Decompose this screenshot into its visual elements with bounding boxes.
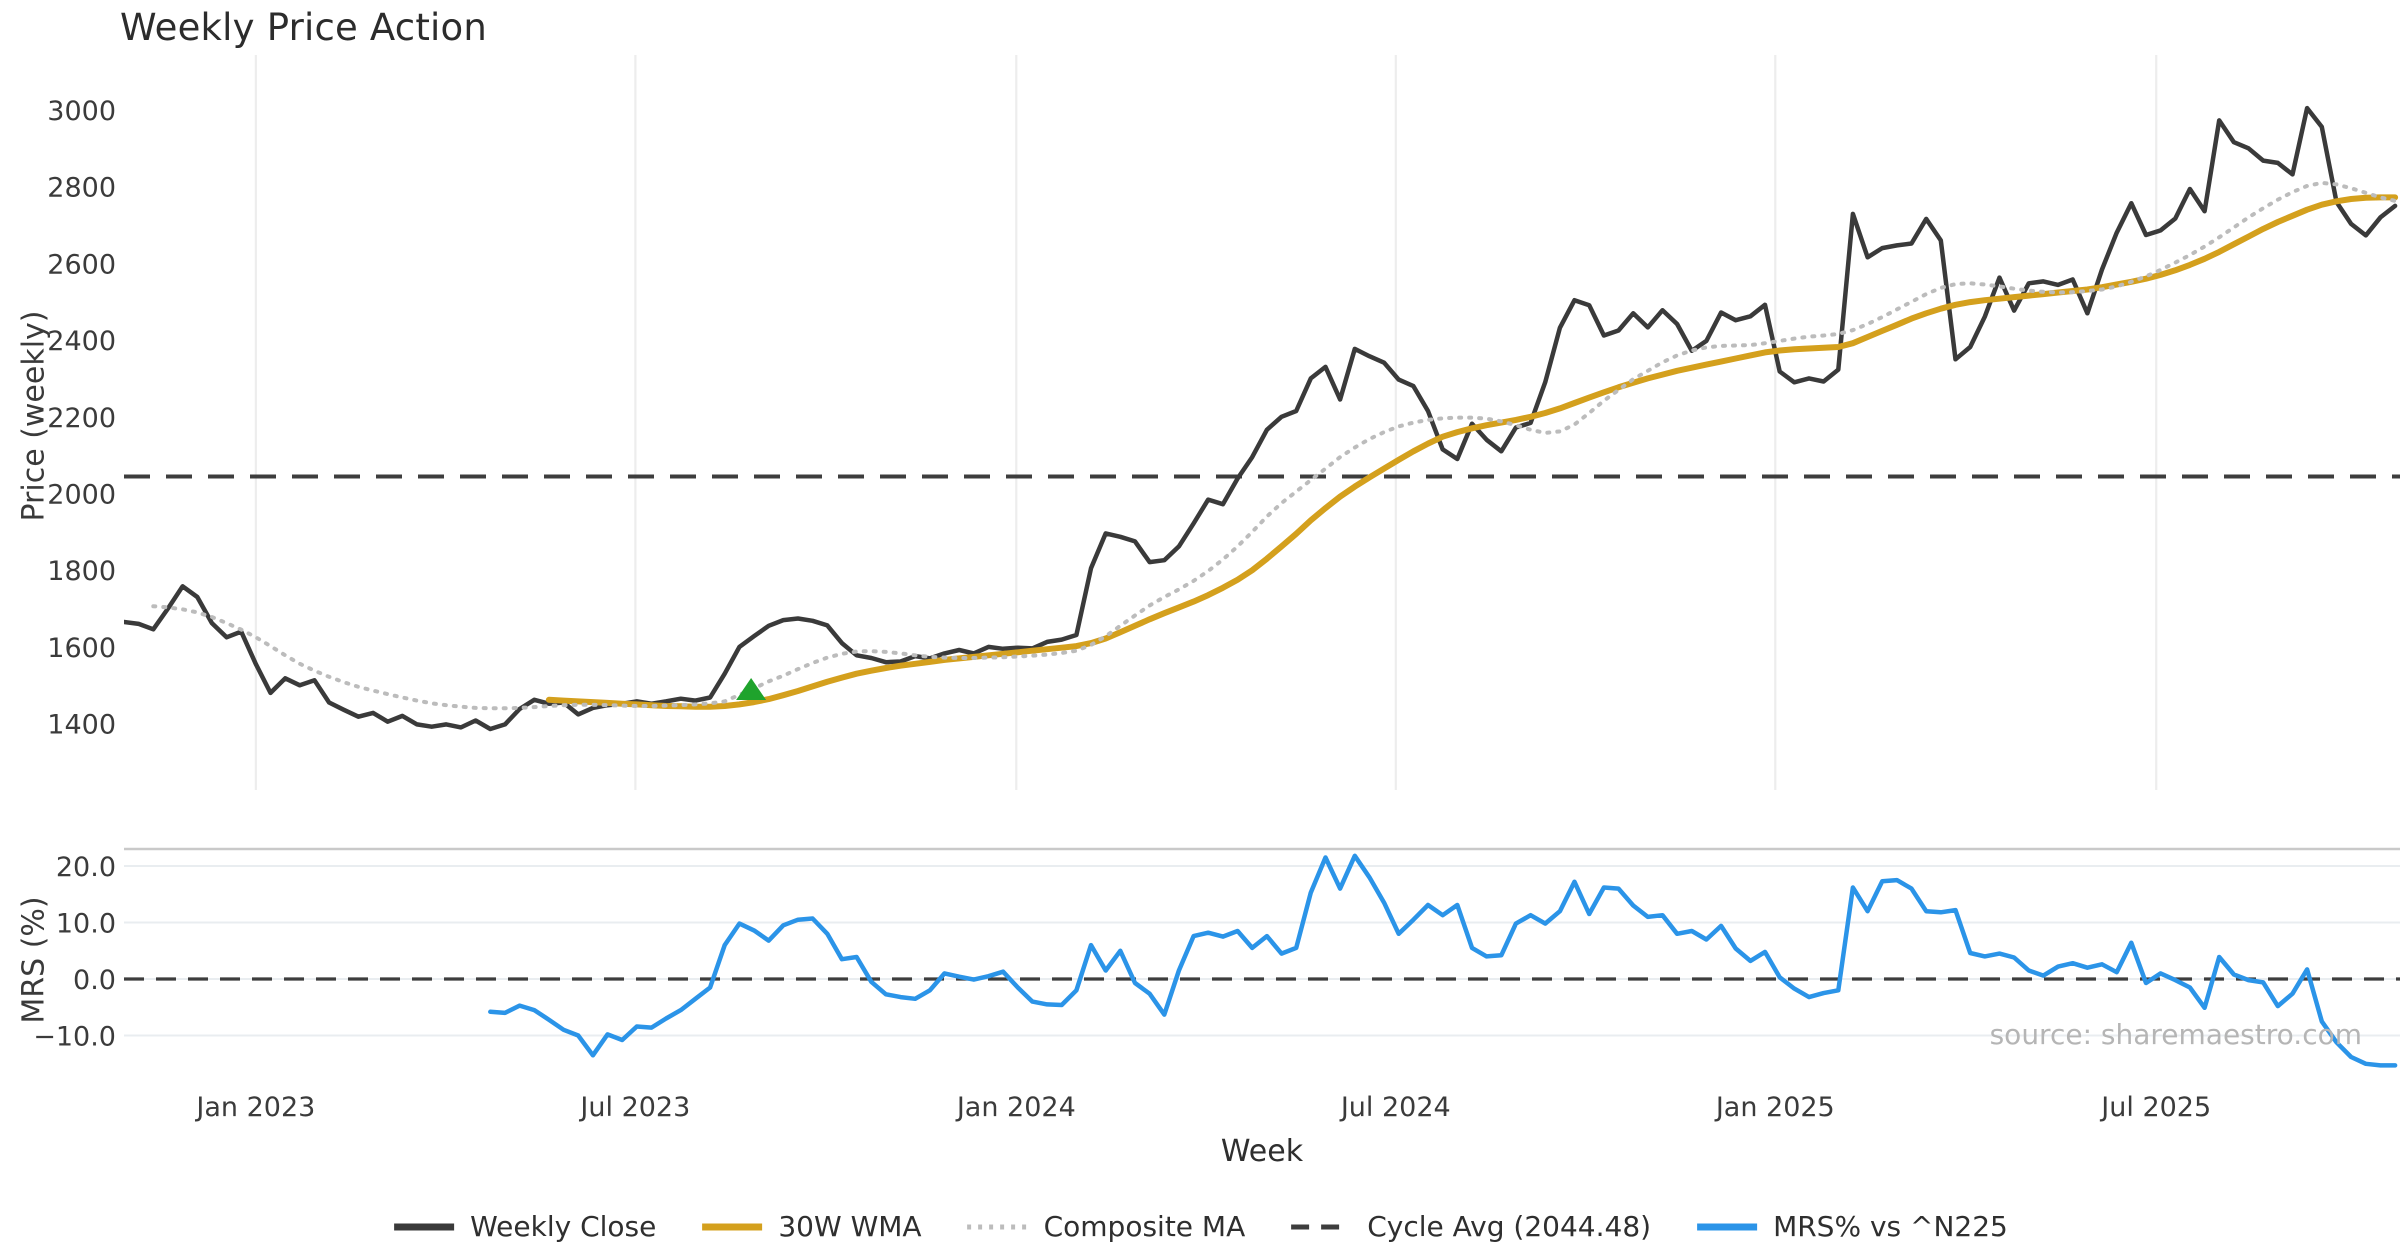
- price-y-tick: 3000: [47, 96, 116, 127]
- legend-label: Composite MA: [1043, 1210, 1246, 1243]
- legend-swatch-solid: [1697, 1223, 1758, 1230]
- mrs-y-tick: 0.0: [73, 965, 116, 996]
- x-tick: Jan 2025: [1714, 1092, 1835, 1123]
- x-axis-label: Week: [1220, 1134, 1304, 1169]
- x-tick: Jul 2023: [578, 1092, 690, 1123]
- legend-item-mrs-vs-n225: MRS% vs ^N225: [1695, 1210, 2008, 1243]
- mrs-y-tick: −10.0: [33, 1022, 116, 1053]
- price-y-tick: 2200: [47, 403, 116, 434]
- mrs-y-tick: 10.0: [56, 909, 116, 940]
- legend-swatch-dashed: [1291, 1224, 1352, 1229]
- legend-item-30w-wma: 30W WMA: [700, 1210, 922, 1243]
- price-panel-gridlines: [254, 55, 2158, 790]
- legend-label: Cycle Avg (2044.48): [1367, 1210, 1652, 1243]
- price-y-tick: 2400: [47, 326, 116, 357]
- legend-item-composite-ma: Composite MA: [966, 1210, 1246, 1243]
- chart-title: Weekly Price Action: [120, 6, 488, 49]
- legend-item-weekly-close: Weekly Close: [392, 1210, 656, 1243]
- price-y-tick: 1400: [47, 710, 116, 741]
- legend-swatch-dotted: [967, 1224, 1028, 1229]
- x-tick: Jul 2024: [1339, 1092, 1451, 1123]
- x-tick: Jul 2025: [2099, 1092, 2211, 1123]
- legend-swatch-solid: [702, 1223, 763, 1230]
- legend-swatch-solid: [394, 1223, 455, 1230]
- legend-label: Weekly Close: [470, 1210, 657, 1243]
- x-tick: Jan 2023: [194, 1092, 315, 1123]
- x-tick: Jan 2024: [955, 1092, 1076, 1123]
- price-y-tick: 1800: [47, 556, 116, 587]
- buy-signal-triangle: [736, 678, 767, 701]
- mrs-axis-label: MRS (%): [16, 896, 52, 1024]
- source-attribution: source: sharemaestro.com: [1989, 1018, 2362, 1051]
- mrs-line: [488, 853, 2398, 1068]
- price-panel-series: [124, 105, 2399, 732]
- price-y-tick: 2000: [47, 480, 116, 511]
- mrs-y-tick: 20.0: [56, 852, 116, 883]
- axis-tick-labels: 3000 2800 2600 2400 2200 2000 1800 1600 1400 20.0…: [33, 96, 2211, 1123]
- price-axis-label: Price (weekly): [16, 310, 52, 522]
- price-y-tick: 1600: [47, 633, 116, 664]
- legend-label: 30W WMA: [778, 1210, 922, 1243]
- price-y-tick: 2600: [47, 249, 116, 280]
- chart-legend: Weekly Close 30W WMA Composite MA Cycle Avg…: [392, 1210, 2008, 1243]
- legend-item-cycle-avg-2044-48-: Cycle Avg (2044.48): [1289, 1210, 1651, 1243]
- legend-label: MRS% vs ^N225: [1773, 1210, 2008, 1243]
- price-y-tick: 2800: [47, 173, 116, 204]
